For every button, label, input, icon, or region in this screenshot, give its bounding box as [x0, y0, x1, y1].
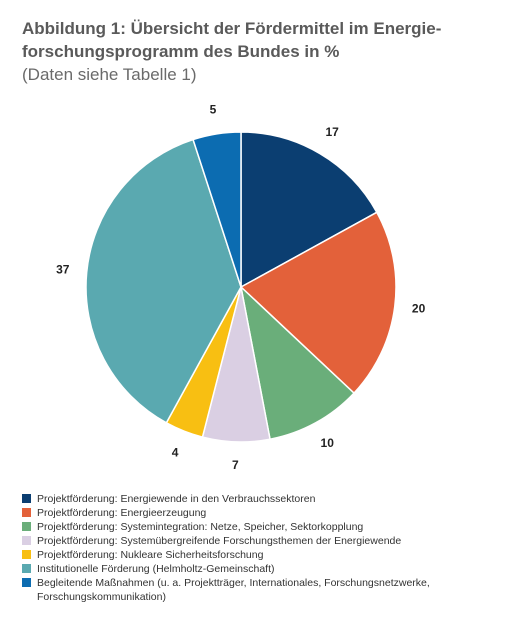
legend-item: Projektförderung: Energiewende in den Ve… [22, 492, 452, 506]
legend-item: Projektförderung: Systemintegration: Net… [22, 520, 452, 534]
value-label: 4 [172, 446, 179, 460]
value-label: 5 [210, 102, 217, 116]
chart-title: forschungsprogramm des Bundes in % [22, 42, 339, 61]
legend-label: Projektförderung: Systemintegration: Net… [37, 521, 364, 533]
legend-label: Projektförderung: Energieerzeugung [37, 507, 207, 519]
legend-swatch [22, 564, 31, 573]
legend-label: Projektförderung: Nukleare Sicherheitsfo… [37, 549, 264, 561]
legend-item: Projektförderung: Nukleare Sicherheitsfo… [22, 548, 452, 562]
legend-label: Institutionelle Förderung (Helmholtz-Gem… [37, 563, 275, 575]
legend-item: Begleitende Maßnahmen (u. a. Projektträg… [22, 576, 452, 604]
value-label: 7 [232, 458, 239, 472]
value-label: 37 [56, 262, 70, 276]
legend-swatch [22, 536, 31, 545]
legend-swatch [22, 578, 31, 587]
pie-slice [192, 131, 242, 288]
legend-swatch [22, 494, 31, 503]
value-label: 20 [412, 302, 426, 316]
chart: Abbildung 1: Übersicht der Fördermittel … [22, 19, 441, 472]
chart-subtitle: (Daten siehe Tabelle 1) [22, 65, 197, 84]
legend-swatch [22, 522, 31, 531]
pie-slice [239, 211, 397, 395]
legend-label: Projektförderung: Systemübergreifende Fo… [37, 535, 402, 547]
legend-label: Begleitende Maßnahmen (u. a. Projektträg… [37, 577, 430, 603]
pie-slice [240, 131, 378, 289]
value-label: 10 [321, 436, 335, 450]
legend-swatch [22, 550, 31, 559]
pie-slice [85, 138, 242, 424]
legend-item: Projektförderung: Energieerzeugung [22, 506, 452, 520]
legend-item: Projektförderung: Systemübergreifende Fo… [22, 534, 452, 548]
legend: Projektförderung: Energiewende in den Ve… [22, 492, 452, 604]
legend-label: Projektförderung: Energiewende in den Ve… [37, 493, 316, 505]
chart-title: Abbildung 1: Übersicht der Fördermittel … [22, 19, 441, 38]
legend-swatch [22, 508, 31, 517]
pie-slice [239, 284, 356, 441]
value-label: 17 [325, 125, 339, 139]
legend-item: Institutionelle Förderung (Helmholtz-Gem… [22, 562, 452, 576]
